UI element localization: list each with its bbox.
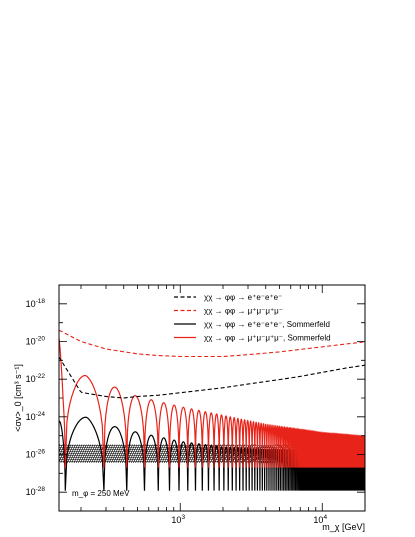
y-tick-label-0: 10-18	[26, 298, 46, 309]
axis-ticks	[59, 284, 366, 512]
x-tick-label-0: 103	[171, 514, 185, 525]
legend-entry-1: χχ → φφ → μ⁺μ⁻μ⁺μ⁻	[204, 307, 283, 316]
y-tick-label-4: 10-26	[26, 449, 46, 460]
y-tick-label-2: 10-22	[26, 373, 46, 384]
y-tick-label-3: 10-24	[26, 411, 46, 422]
tick-layer	[59, 284, 366, 512]
x-axis-title: m_χ [GeV]	[322, 522, 365, 532]
label-layer: 103 104 10-18 10-20 10-22 10-24 10-26 10-28	[26, 298, 328, 525]
legend-entry-3: χχ → φφ → μ⁺μ⁻μ⁺μ⁻, Sommerfeld	[204, 334, 331, 343]
y-tick-label-1: 10-20	[26, 336, 46, 347]
series-line-0	[59, 356, 365, 399]
legend-entry-0: χχ → φφ → e⁺e⁻e⁺e⁻	[204, 293, 282, 302]
x-tick-label-1: 104	[313, 514, 327, 525]
series-line-1	[59, 329, 365, 358]
annotation-mphi: m_φ = 250 MeV	[72, 489, 130, 498]
legend-entry-2: χχ → φφ → e⁺e⁻e⁺e⁻, Sommerfeld	[204, 320, 330, 329]
legend: χχ → φφ → e⁺e⁻e⁺e⁻ χχ → φφ → μ⁺μ⁻μ⁺μ⁻ χχ →…	[174, 293, 331, 343]
series-layer	[59, 329, 365, 491]
y-axis-title: <σv>_0 [cm³ s⁻¹]	[13, 364, 23, 432]
series-line-2	[59, 338, 365, 468]
y-tick-label-5: 10-28	[26, 486, 46, 497]
